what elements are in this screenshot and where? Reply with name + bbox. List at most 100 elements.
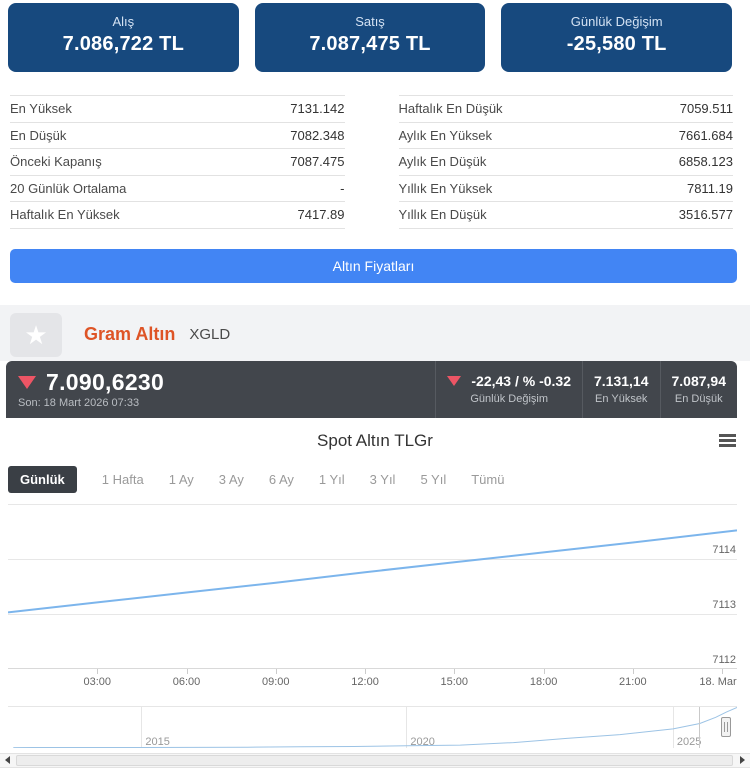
- ticker-cells: -22,43 / % -0.32 Günlük Değişim 7.131,14…: [435, 360, 737, 418]
- scroll-right-button[interactable]: [735, 754, 750, 767]
- y-axis-label: 7113: [709, 598, 736, 611]
- daily-change-label: Günlük Değişim: [570, 14, 663, 29]
- sell-box: Satış 7.087,475 TL: [254, 3, 486, 72]
- summary-boxes: Alış 7.086,722 TL Satış 7.087,475 TL Gün…: [0, 0, 750, 72]
- stat-value: 3516.577: [678, 207, 733, 223]
- ticker-high-value: 7.131,14: [594, 373, 649, 389]
- x-tick: [275, 668, 277, 674]
- tab-1-hafta[interactable]: 1 Hafta: [101, 471, 144, 487]
- y-axis-label: 7114: [709, 543, 736, 556]
- scroll-right-icon: [740, 756, 745, 764]
- buy-box: Alış 7.086,722 TL: [8, 3, 239, 72]
- stat-value: 7661.684: [678, 127, 733, 143]
- chart-title: Spot Altın TLGr: [317, 430, 433, 450]
- daily-change-value: -25,580 TL: [566, 33, 667, 55]
- ticker-low-label: En Düşük: [674, 393, 723, 405]
- stat-label: Aylık En Düşük: [398, 154, 487, 170]
- table-row: Aylık En Düşük 6858.123: [398, 149, 733, 176]
- x-axis-label: 03:00: [83, 675, 111, 688]
- table-row: 20 Günlük Ortalama -: [10, 176, 345, 202]
- ticker-change-label: Günlük Değişim: [470, 393, 548, 405]
- navigator-year-label: 2020: [410, 735, 435, 748]
- ticker-daily-change-cell: -22,43 / % -0.32 Günlük Değişim: [435, 360, 582, 418]
- stat-label: Haftalık En Düşük: [398, 101, 503, 117]
- table-row: En Düşük 7082.348: [10, 123, 345, 149]
- chart-navigator[interactable]: 2015 2020 2025: [8, 705, 737, 748]
- instrument-name: Gram Altın: [84, 324, 176, 344]
- x-axis-line: [8, 667, 737, 669]
- tab-3-ay[interactable]: 3 Ay: [218, 471, 244, 487]
- tab-3-yil[interactable]: 3 Yıl: [369, 471, 396, 487]
- stat-label: Yıllık En Yüksek: [398, 180, 493, 196]
- navigator-handle[interactable]: [721, 716, 731, 737]
- x-axis-label: 15:00: [440, 675, 469, 688]
- tab-5-yil[interactable]: 5 Yıl: [420, 471, 447, 487]
- tab-gunluk[interactable]: Günlük: [8, 465, 77, 493]
- stats-right-column: Haftalık En Düşük 7059.511 Aylık En Yükse…: [398, 95, 733, 229]
- sell-label: Satış: [355, 14, 385, 29]
- x-tick: [97, 668, 99, 674]
- daily-change-box: Günlük Değişim -25,580 TL: [501, 3, 733, 72]
- star-icon: ★: [24, 319, 48, 350]
- y-axis-label: 7112: [709, 653, 736, 666]
- sell-value: 7.087,475 TL: [309, 33, 431, 55]
- gridline: [8, 558, 737, 560]
- x-tick: [543, 668, 545, 674]
- stat-value: 7082.348: [290, 127, 345, 143]
- price-ticker-bar: 7.090,6230 Son: 18 Mart 2026 07:33 -22,4…: [6, 360, 737, 418]
- tab-tumu[interactable]: Tümü: [471, 471, 505, 487]
- x-tick: [722, 668, 724, 674]
- tab-1-yil[interactable]: 1 Yıl: [318, 471, 345, 487]
- ticker-price: 7.090,6230: [46, 368, 165, 395]
- horizontal-scrollbar[interactable]: [0, 752, 750, 768]
- x-axis-label: 18. Mar: [699, 675, 737, 688]
- table-row: Aylık En Yüksek 7661.684: [398, 123, 733, 149]
- table-row: En Yüksek 7131.142: [10, 96, 345, 123]
- tab-1-ay[interactable]: 1 Ay: [168, 471, 194, 487]
- down-arrow-icon: [447, 376, 462, 386]
- table-row: Yıllık En Yüksek 7811.19: [398, 176, 733, 202]
- instrument-header: ★ Gram Altın XGLD: [0, 304, 750, 361]
- scrollbar-thumb[interactable]: [16, 754, 733, 766]
- chart-panel: Spot Altın TLGr Günlük 1 Hafta 1 Ay 3 Ay…: [0, 417, 750, 768]
- main-chart-plot[interactable]: 7114 7113 7112: [8, 503, 737, 669]
- navigator-gridline: [406, 706, 408, 748]
- navigator-year-label: 2025: [676, 735, 702, 748]
- scroll-left-icon: [5, 756, 10, 764]
- x-axis-label: 21:00: [619, 675, 647, 688]
- gridline: [8, 503, 737, 505]
- x-tick: [454, 668, 456, 674]
- x-tick: [186, 668, 188, 674]
- chart-menu-icon[interactable]: [719, 433, 736, 449]
- x-tick: [365, 668, 367, 674]
- stat-value: -: [340, 180, 345, 196]
- gold-prices-button[interactable]: Altın Fiyatları: [10, 248, 737, 283]
- stat-value: 7087.475: [290, 154, 345, 170]
- ticker-change-value: -22,43 / % -0.32: [471, 373, 571, 389]
- stat-label: Yıllık En Düşük: [398, 207, 487, 223]
- price-line-series: [8, 528, 737, 613]
- stat-value: 7131.142: [290, 101, 345, 117]
- table-row: Önceki Kapanış 7087.475: [10, 149, 345, 176]
- stat-label: Önceki Kapanış: [10, 154, 102, 170]
- stat-value: 7811.19: [686, 180, 733, 196]
- x-axis-label: 09:00: [261, 675, 290, 688]
- x-axis: 03:00 06:00 09:00 12:00 15:00 18:00 21:0…: [8, 668, 737, 692]
- favorite-button[interactable]: ★: [10, 312, 62, 357]
- tab-6-ay[interactable]: 6 Ay: [268, 471, 294, 487]
- stat-value: 6858.123: [678, 154, 733, 170]
- ticker-low-value: 7.087,94: [671, 373, 727, 389]
- buy-value: 7.086,722 TL: [62, 33, 185, 55]
- range-tabs: Günlük 1 Hafta 1 Ay 3 Ay 6 Ay 1 Yıl 3 Yı…: [8, 465, 742, 493]
- down-arrow-icon: [18, 375, 36, 389]
- stat-value: 7417.89: [297, 207, 345, 223]
- instrument-code: XGLD: [189, 326, 231, 343]
- stat-label: En Düşük: [10, 127, 67, 143]
- stats-left-column: En Yüksek 7131.142 En Düşük 7082.348 Öncek…: [10, 95, 345, 229]
- ticker-last-update: Son: 18 Mart 2026 07:33: [18, 396, 140, 409]
- scroll-left-button[interactable]: [0, 754, 15, 767]
- stat-label: Haftalık En Yüksek: [10, 207, 120, 223]
- table-row: Haftalık En Düşük 7059.511: [398, 96, 733, 123]
- x-axis-label: 06:00: [172, 675, 201, 688]
- stat-label: Aylık En Yüksek: [398, 127, 492, 143]
